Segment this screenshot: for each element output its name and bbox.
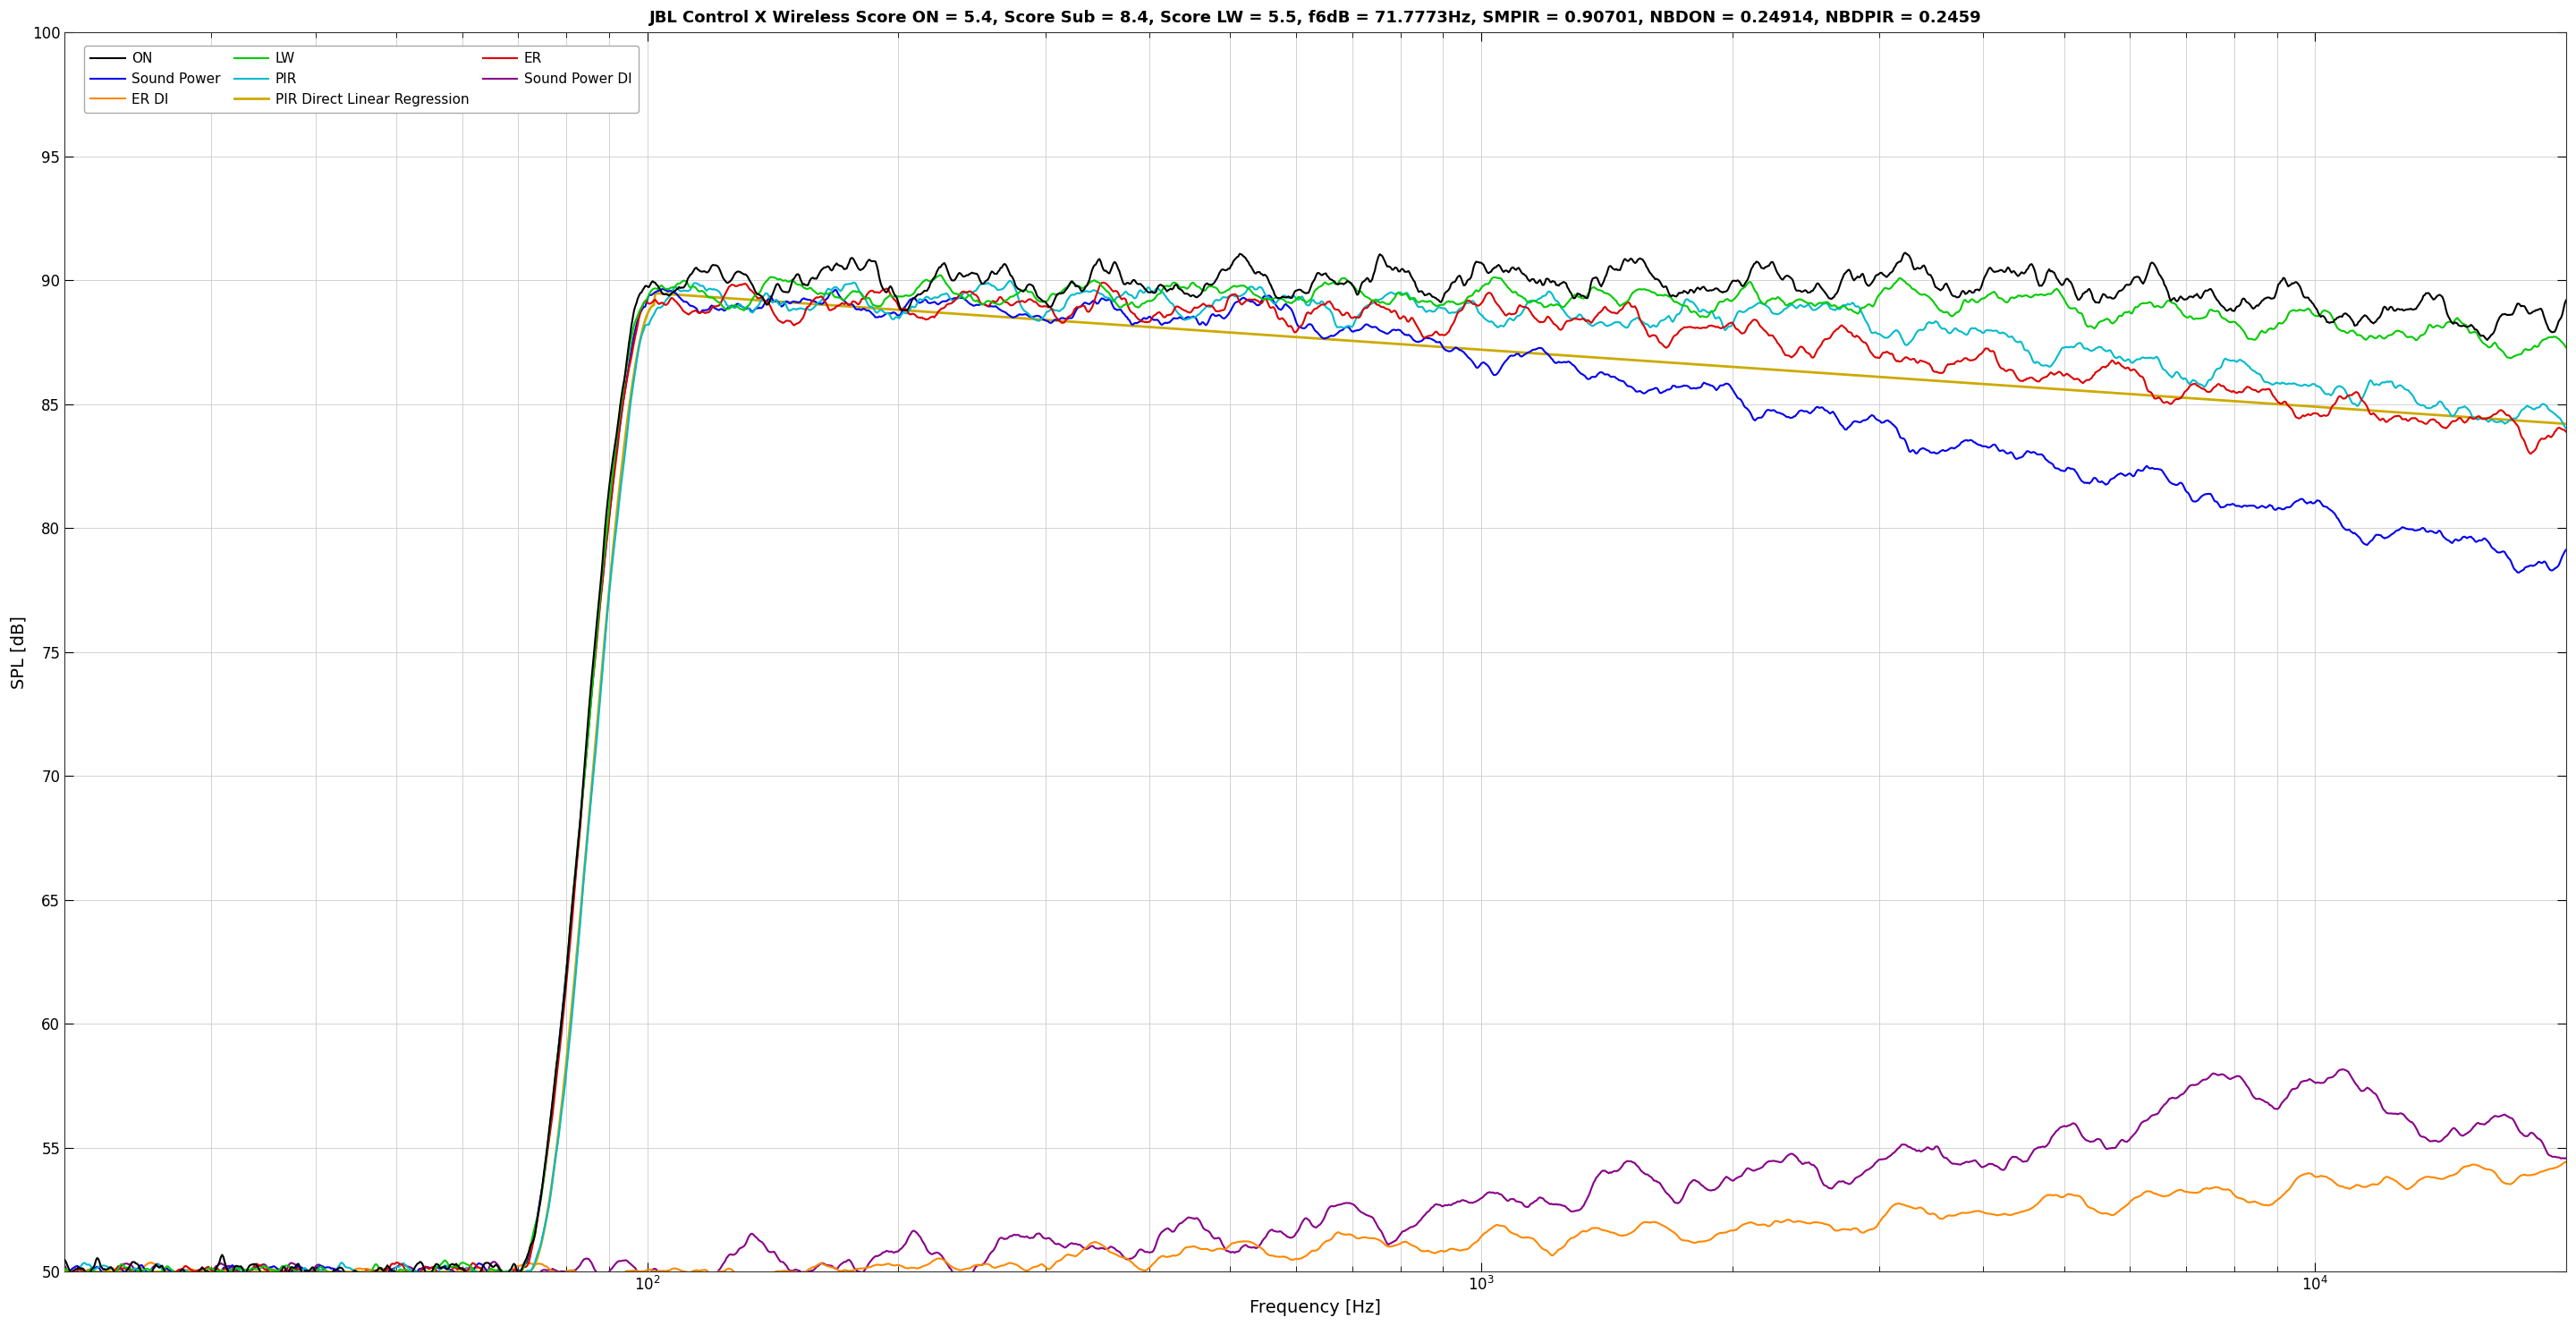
Legend: ON, Sound Power, ER DI, LW, PIR, PIR Direct Linear Regression, ER, Sound Power D: ON, Sound Power, ER DI, LW, PIR, PIR Dir…: [85, 45, 639, 113]
Sound Power: [2550, 542, 2576, 558]
PIR Direct Linear Regression: [178, 1264, 209, 1280]
LW: [49, 1261, 80, 1277]
Sound Power DI: [2550, 1150, 2576, 1166]
PIR: [1200, 292, 1231, 308]
Line: PIR Direct Linear Regression: PIR Direct Linear Regression: [64, 293, 2566, 1272]
LW: [925, 267, 956, 282]
Y-axis label: SPL [dB]: SPL [dB]: [10, 615, 26, 688]
ER: [1267, 312, 1298, 328]
LW: [2550, 339, 2576, 355]
LW: [165, 1274, 196, 1290]
Line: Sound Power DI: Sound Power DI: [64, 1070, 2566, 1293]
ER: [49, 1273, 80, 1289]
ON: [2550, 292, 2576, 308]
X-axis label: Frequency [Hz]: Frequency [Hz]: [1249, 1299, 1381, 1317]
PIR: [2020, 355, 2050, 371]
PIR: [994, 273, 1025, 289]
Sound Power: [1200, 308, 1231, 324]
ER DI: [1198, 1242, 1229, 1258]
Sound Power DI: [2020, 1140, 2050, 1156]
ER DI: [1265, 1249, 1296, 1265]
PIR Direct Linear Regression: [1200, 324, 1231, 339]
ER: [126, 1276, 157, 1292]
PIR: [2550, 420, 2576, 436]
PIR: [1267, 289, 1298, 305]
PIR Direct Linear Regression: [2478, 411, 2509, 427]
PIR Direct Linear Regression: [2478, 411, 2509, 427]
PIR: [49, 1277, 80, 1293]
PIR Direct Linear Regression: [49, 1264, 80, 1280]
ON: [2022, 271, 2053, 286]
Sound Power: [343, 1274, 374, 1290]
Line: ON: ON: [64, 253, 2566, 1284]
Line: ER DI: ER DI: [64, 1162, 2566, 1278]
Sound Power DI: [2478, 1109, 2509, 1124]
PIR Direct Linear Regression: [1267, 328, 1298, 343]
ER: [1200, 304, 1231, 320]
Sound Power: [1267, 298, 1298, 314]
LW: [2478, 334, 2509, 350]
Title: JBL Control X Wireless Score ON = 5.4, Score Sub = 8.4, Score LW = 5.5, f6dB = 7: JBL Control X Wireless Score ON = 5.4, S…: [649, 9, 1981, 27]
ER: [2022, 373, 2053, 389]
PIR: [178, 1265, 209, 1281]
Sound Power DI: [49, 1257, 80, 1273]
ER: [2550, 424, 2576, 440]
PIR: [2478, 414, 2509, 430]
Line: Sound Power: Sound Power: [64, 289, 2566, 1282]
ON: [2481, 318, 2512, 334]
LW: [178, 1265, 209, 1281]
ER DI: [49, 1270, 80, 1286]
Sound Power DI: [1267, 1224, 1298, 1240]
LW: [2481, 335, 2512, 351]
Sound Power DI: [2329, 1062, 2360, 1078]
Sound Power DI: [1200, 1231, 1231, 1246]
ER: [2481, 406, 2512, 422]
Line: ER: ER: [64, 282, 2566, 1284]
ON: [178, 1273, 209, 1289]
ER: [2478, 406, 2509, 422]
ON: [49, 1252, 80, 1268]
PIR Direct Linear Regression: [2550, 416, 2576, 432]
PIR: [2478, 412, 2509, 428]
ON: [1200, 272, 1231, 288]
Sound Power DI: [178, 1266, 209, 1282]
Sound Power: [49, 1270, 80, 1286]
LW: [1267, 292, 1298, 308]
PIR Direct Linear Regression: [639, 285, 670, 301]
ER DI: [2550, 1154, 2576, 1170]
Sound Power DI: [2481, 1109, 2512, 1124]
Line: LW: LW: [64, 274, 2566, 1282]
LW: [1200, 281, 1231, 297]
Sound Power: [2481, 544, 2512, 560]
ON: [1891, 245, 1922, 261]
Sound Power: [2022, 447, 2053, 463]
ER DI: [2020, 1199, 2050, 1215]
ON: [1267, 289, 1298, 305]
Sound Power DI: [670, 1285, 701, 1301]
ER DI: [178, 1261, 209, 1277]
ON: [2478, 322, 2509, 338]
LW: [2022, 286, 2053, 302]
Sound Power: [2478, 542, 2509, 558]
Sound Power: [647, 281, 677, 297]
Line: PIR: PIR: [64, 281, 2566, 1285]
ER DI: [2478, 1163, 2509, 1179]
ER: [178, 1264, 209, 1280]
Sound Power: [178, 1265, 209, 1281]
PIR Direct Linear Regression: [2020, 379, 2050, 395]
ER: [1087, 274, 1118, 290]
ON: [350, 1276, 381, 1292]
ER DI: [2476, 1163, 2506, 1179]
